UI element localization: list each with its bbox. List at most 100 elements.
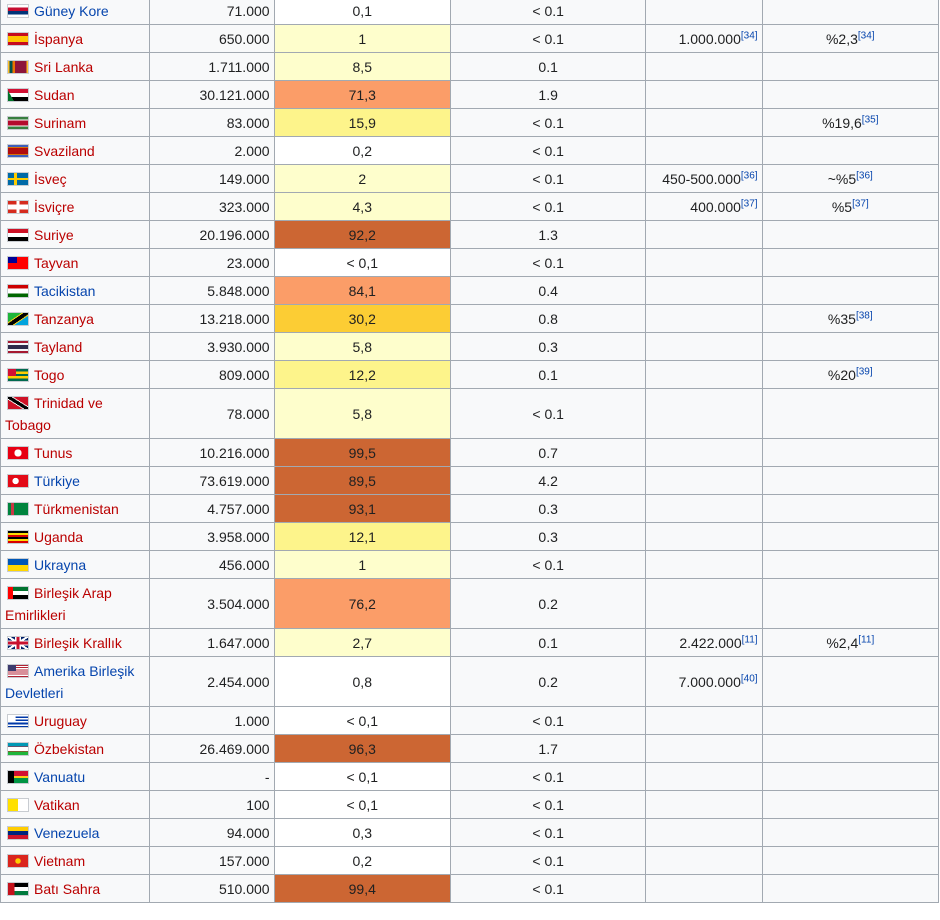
muslim-population-cell: 26.469.000 [149,734,275,763]
estimate-value: 2.422.000 [679,634,742,651]
world-share-cell: < 0.1 [449,818,647,847]
country-link[interactable]: Surinam [34,114,87,131]
country-link[interactable]: Vatikan [34,796,80,813]
table-row: Tunus 10.216.000 99,5 0.7 [0,438,940,467]
world-share-cell: 1.3 [449,220,647,249]
citation-link[interactable]: [36] [856,169,873,181]
muslim-percentage-cell: 99,5 [273,438,451,467]
country-link[interactable]: İspanya [34,30,84,47]
country-link[interactable]: Ukrayna [34,556,87,573]
estimate-value: 7.000.000 [678,673,741,690]
other-estimate-cell [645,578,763,629]
other-estimate-cell [645,52,763,81]
other-estimate-percentage-cell [761,846,940,875]
country-link[interactable]: İsveç [34,170,67,187]
country-link[interactable]: Türkiye [34,472,80,489]
country-link[interactable]: Sri Lanka [34,58,94,75]
other-estimate-percentage-cell [761,494,940,523]
citation-link[interactable]: [11] [858,633,875,645]
country-link[interactable]: Togo [34,366,65,383]
country-link[interactable]: Sudan [34,86,75,103]
world-share-cell: 0.1 [449,628,647,657]
muslim-population-cell: 73.619.000 [149,466,275,495]
country-link[interactable]: Batı Sahra [34,880,101,897]
muslim-population-cell: 456.000 [149,550,275,579]
citation-link[interactable]: [38] [855,309,873,321]
country-link[interactable]: Özbekistan [34,740,105,757]
other-estimate-percentage-cell [761,874,940,903]
citation-link[interactable]: [36] [740,169,758,181]
country-link[interactable]: Tunus [34,444,73,461]
other-estimate-cell [645,846,763,875]
country-link[interactable]: Tacikistan [34,282,96,299]
country-link[interactable]: Güney Kore [34,2,109,19]
syria-flag-icon [7,227,29,242]
citation-link[interactable]: [37] [740,197,758,209]
other-estimate-percentage-cell [761,332,940,361]
country-link[interactable]: İsviçre [34,198,75,215]
other-estimate-cell [645,790,763,819]
table-row: Svaziland 2.000 0,2 < 0.1 [0,136,940,165]
country-link[interactable]: Türkmenistan [34,500,119,517]
country-link[interactable]: Vanuatu [34,768,86,785]
other-estimate-percentage-cell [761,52,940,81]
country-cell: Vatikan [0,790,151,819]
citation-link[interactable]: [34] [740,29,758,41]
country-link[interactable]: Venezuela [34,824,100,841]
muslim-percentage-cell: 4,3 [273,192,451,221]
country-cell: İsveç [0,164,151,193]
muslim-percentage-cell: 5,8 [273,332,451,361]
citation-link[interactable]: [37] [852,197,869,209]
country-link[interactable]: Tayland [34,338,83,355]
country-cell: Svaziland [0,136,151,165]
citation-link[interactable]: [11] [741,633,758,645]
world-share-cell: < 0.1 [449,846,647,875]
muslim-percentage-cell: 0,2 [273,136,451,165]
country-link[interactable]: Birleşik Krallık [34,634,122,651]
world-share-cell: 0.7 [449,438,647,467]
world-share-cell: 0.2 [449,656,647,707]
other-estimate-percentage-cell [761,706,940,735]
country-cell: Sudan [0,80,151,109]
estimate-percentage-value: %19,6 [822,114,862,131]
other-estimate-cell [645,438,763,467]
other-estimate-cell: 450-500.000[36] [645,164,763,193]
estimate-value: 400.000 [690,198,741,215]
country-link[interactable]: Birleşik Arap Emirlikleri [5,584,112,623]
muslim-percentage-cell: < 0,1 [273,790,451,819]
country-link[interactable]: Uganda [34,528,84,545]
country-link[interactable]: Tanzanya [34,310,94,327]
citation-link[interactable]: [35] [861,113,879,125]
country-link[interactable]: Tayvan [34,254,79,271]
other-estimate-percentage-cell: %5[37] [761,192,940,221]
other-estimate-cell [645,136,763,165]
country-link[interactable]: Vietnam [34,852,86,869]
citation-link[interactable]: [40] [740,672,758,684]
muslim-population-cell: 30.121.000 [149,80,275,109]
country-link[interactable]: Amerika Birleşik Devletleri [5,662,135,701]
country-cell: Venezuela [0,818,151,847]
other-estimate-cell [645,522,763,551]
country-link[interactable]: Suriye [34,226,74,243]
world-share-cell: 0.2 [449,578,647,629]
other-estimate-percentage-cell [761,220,940,249]
other-estimate-cell [645,332,763,361]
other-estimate-cell [645,248,763,277]
thailand-flag-icon [7,339,29,354]
country-link[interactable]: Uruguay [34,712,87,729]
world-share-cell: < 0.1 [449,706,647,735]
country-link[interactable]: Svaziland [34,142,95,159]
country-cell: Uganda [0,522,151,551]
table-row: Uruguay 1.000 < 0,1 < 0.1 [0,706,940,735]
country-link[interactable]: Trinidad ve Tobago [5,394,103,433]
world-share-cell: < 0.1 [449,874,647,903]
world-share-cell: < 0.1 [449,192,647,221]
muslim-population-cell: 71.000 [149,0,275,25]
uae-flag-icon [7,585,29,600]
muslim-population-cell: 78.000 [149,388,275,439]
world-share-cell: < 0.1 [449,762,647,791]
country-cell: Tayvan [0,248,151,277]
citation-link[interactable]: [39] [855,365,873,377]
world-share-cell: 0.8 [449,304,647,333]
citation-link[interactable]: [34] [857,29,875,41]
